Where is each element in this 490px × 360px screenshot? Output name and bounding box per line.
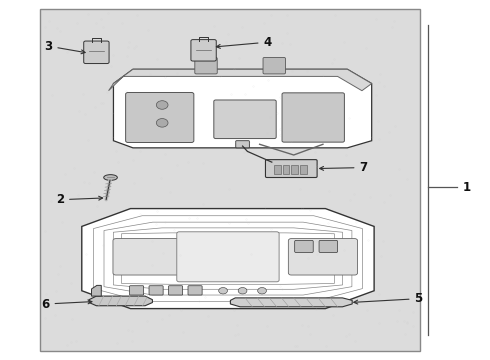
FancyBboxPatch shape xyxy=(125,93,194,143)
FancyBboxPatch shape xyxy=(177,232,279,282)
Polygon shape xyxy=(82,208,374,309)
FancyBboxPatch shape xyxy=(288,239,358,275)
Circle shape xyxy=(258,288,267,294)
FancyBboxPatch shape xyxy=(191,40,216,61)
Circle shape xyxy=(156,101,168,109)
FancyBboxPatch shape xyxy=(291,165,298,174)
FancyBboxPatch shape xyxy=(129,286,144,295)
Ellipse shape xyxy=(104,175,117,180)
FancyBboxPatch shape xyxy=(188,286,202,295)
FancyBboxPatch shape xyxy=(263,58,286,74)
Polygon shape xyxy=(230,298,352,307)
Text: 1: 1 xyxy=(463,181,471,194)
FancyBboxPatch shape xyxy=(214,100,276,139)
FancyBboxPatch shape xyxy=(149,286,163,295)
FancyBboxPatch shape xyxy=(195,58,217,74)
FancyBboxPatch shape xyxy=(84,41,109,64)
Circle shape xyxy=(238,288,247,294)
Polygon shape xyxy=(89,296,152,306)
Circle shape xyxy=(219,288,227,294)
Polygon shape xyxy=(109,69,372,91)
Text: 7: 7 xyxy=(319,161,368,174)
FancyBboxPatch shape xyxy=(40,9,420,351)
Text: 2: 2 xyxy=(56,193,102,206)
FancyBboxPatch shape xyxy=(169,286,183,295)
FancyBboxPatch shape xyxy=(113,239,182,275)
FancyBboxPatch shape xyxy=(319,240,338,252)
Text: 5: 5 xyxy=(354,292,423,305)
FancyBboxPatch shape xyxy=(266,159,317,177)
FancyBboxPatch shape xyxy=(236,141,249,148)
Text: 4: 4 xyxy=(217,36,272,49)
Polygon shape xyxy=(114,69,372,148)
FancyBboxPatch shape xyxy=(300,165,307,174)
FancyBboxPatch shape xyxy=(283,165,289,174)
Circle shape xyxy=(156,118,168,127)
FancyBboxPatch shape xyxy=(274,165,281,174)
FancyBboxPatch shape xyxy=(294,240,313,252)
Polygon shape xyxy=(92,285,101,296)
Text: 6: 6 xyxy=(41,297,92,311)
Text: 3: 3 xyxy=(44,40,85,54)
FancyBboxPatch shape xyxy=(282,93,344,142)
